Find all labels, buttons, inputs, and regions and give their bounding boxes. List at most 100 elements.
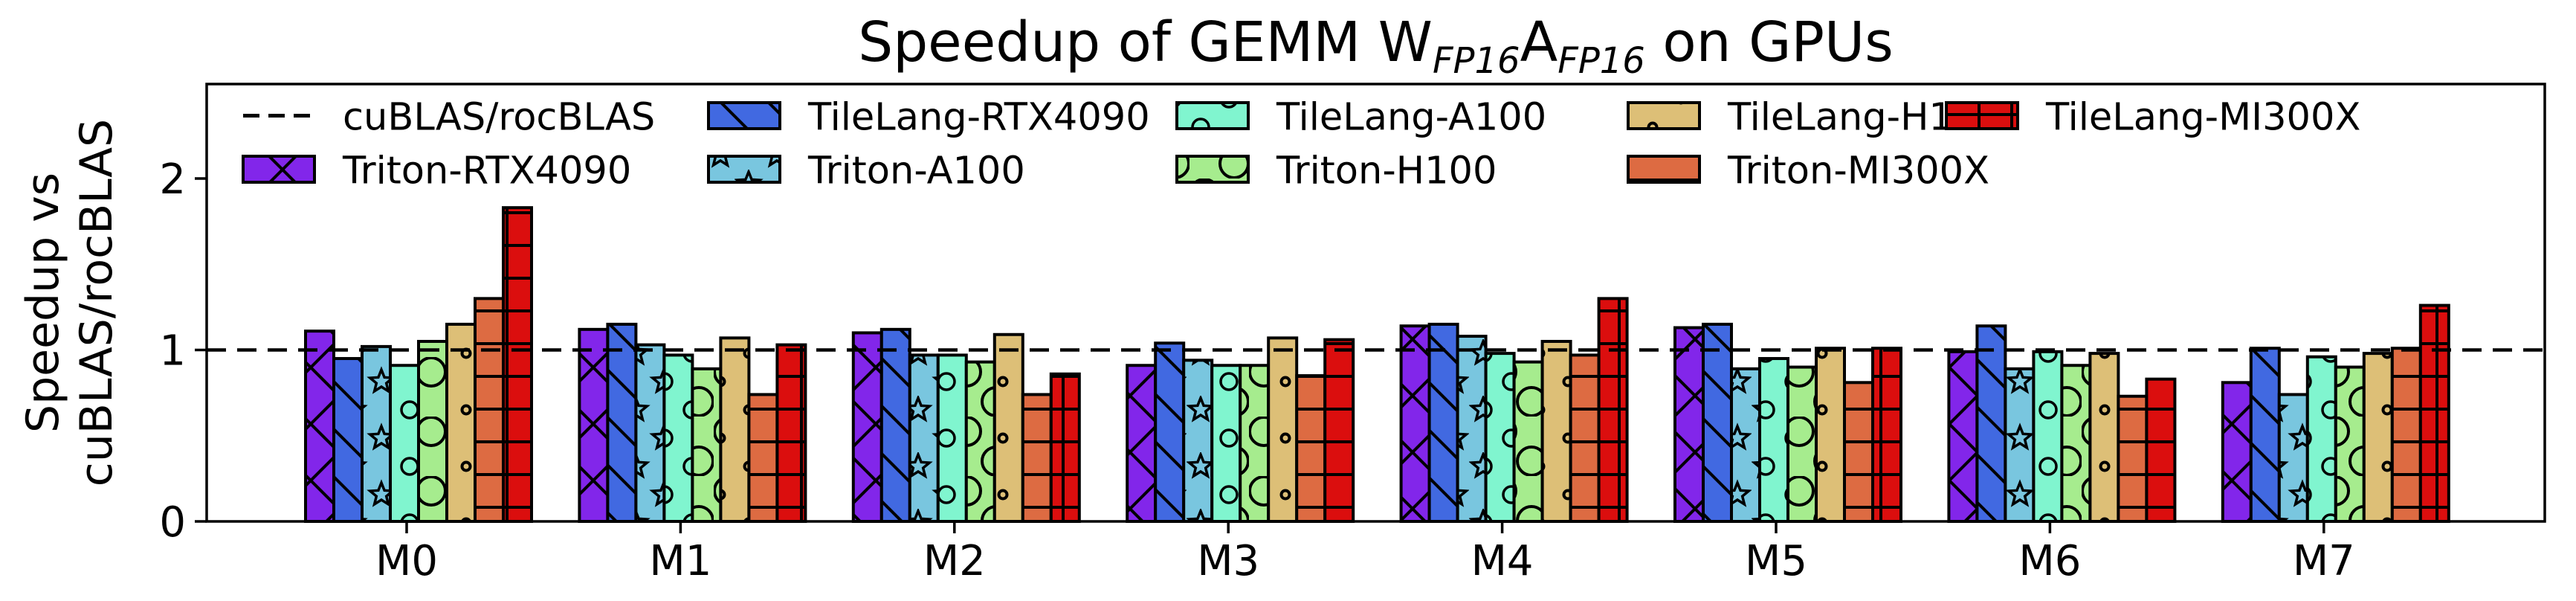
bar-hatch-M0-TileLang-RTX4090 bbox=[332, 357, 364, 523]
legend-item-Triton-RTX4090: Triton-RTX4090 bbox=[242, 150, 631, 193]
bar-hatch-M7-TileLang-H100 bbox=[2362, 352, 2394, 523]
legend-label-Triton-RTX4090: Triton-RTX4090 bbox=[342, 150, 631, 193]
bar-hatch-M5-Triton-RTX4090 bbox=[1673, 326, 1705, 523]
bar-hatch-M6-TileLang-RTX4090 bbox=[1975, 324, 2007, 523]
legend-swatch-hatch-TileLang-A100 bbox=[1175, 101, 1250, 130]
bar-hatch-M2-TileLang-MI300X bbox=[1049, 372, 1081, 523]
bar-hatch-M2-Triton-A100 bbox=[908, 353, 940, 524]
x-tick-label-M0: M0 bbox=[375, 537, 438, 585]
bar-hatch-M4-TileLang-A100 bbox=[1484, 352, 1516, 523]
bar-hatch-M4-Triton-A100 bbox=[1456, 335, 1488, 523]
bar-hatch-M5-Triton-A100 bbox=[1730, 367, 1761, 524]
x-tick-label-M1: M1 bbox=[649, 537, 711, 585]
legend-item-Triton-H100: Triton-H100 bbox=[1175, 150, 1497, 193]
legend-item-cuBLAS/rocBLAS: cuBLAS/rocBLAS bbox=[243, 96, 655, 140]
legend-item-TileLang-RTX4090: TileLang-RTX4090 bbox=[707, 96, 1150, 140]
bar-hatch-M0-TileLang-MI300X bbox=[502, 206, 533, 523]
legend-swatch-hatch-TileLang-RTX4090 bbox=[707, 101, 781, 130]
bar-hatch-M5-TileLang-RTX4090 bbox=[1702, 322, 1733, 523]
x-tick-label-M7: M7 bbox=[2293, 537, 2355, 585]
legend-swatch-hatch-TileLang-MI300X bbox=[1945, 101, 2019, 130]
bar-hatch-M0-Triton-A100 bbox=[361, 344, 392, 524]
y-tick-label-1: 1 bbox=[159, 327, 186, 376]
bar-hatch-M4-TileLang-H100 bbox=[1540, 339, 1572, 523]
bar-hatch-M3-TileLang-A100 bbox=[1210, 364, 1242, 523]
legend-item-Triton-MI300X: Triton-MI300X bbox=[1627, 150, 1989, 193]
legend: cuBLAS/rocBLAS Triton-RTX4090 TileLang-RTX… bbox=[242, 96, 2360, 193]
bar-hatch-M2-TileLang-A100 bbox=[936, 353, 968, 524]
bar-hatch-M6-Triton-MI300X bbox=[2117, 394, 2149, 523]
bar-hatch-M1-TileLang-MI300X bbox=[775, 343, 807, 523]
bar-hatch-M7-TileLang-A100 bbox=[2305, 355, 2337, 523]
bar-group-M0 bbox=[304, 206, 533, 524]
bar-hatch-M5-Triton-MI300X bbox=[1843, 381, 1874, 523]
x-tick-label-M3: M3 bbox=[1197, 537, 1259, 585]
bar-hatch-M3-TileLang-MI300X bbox=[1323, 338, 1355, 524]
legend-swatch-hatch-Triton-A100 bbox=[707, 155, 781, 184]
legend-label-TileLang-MI300X: TileLang-MI300X bbox=[2045, 96, 2360, 140]
bar-hatch-M0-Triton-RTX4090 bbox=[304, 330, 335, 523]
legend-swatch-hatch-TileLang-H100 bbox=[1627, 101, 1701, 130]
bar-hatch-M6-TileLang-A100 bbox=[2032, 350, 2064, 523]
bar-group-M5 bbox=[1673, 322, 1902, 524]
bar-hatch-M4-TileLang-MI300X bbox=[1597, 297, 1629, 523]
bar-hatch-M1-Triton-MI300X bbox=[747, 393, 779, 523]
bar-hatch-M7-Triton-RTX4090 bbox=[2221, 381, 2253, 523]
bar-group-M1 bbox=[578, 322, 807, 524]
bar-hatch-M1-TileLang-H100 bbox=[719, 336, 751, 523]
chart-title: Speedup of GEMM WFP16​AFP16​ on GPUs bbox=[858, 10, 1894, 82]
x-tick-label-M6: M6 bbox=[2018, 537, 2081, 585]
bar-hatch-M4-Triton-H100 bbox=[1512, 360, 1544, 524]
bar-hatch-M3-Triton-MI300X bbox=[1295, 374, 1327, 524]
bar-hatch-M7-TileLang-MI300X bbox=[2418, 303, 2450, 523]
x-tick-label-M4: M4 bbox=[1471, 537, 1534, 585]
bar-hatch-M3-Triton-H100 bbox=[1239, 364, 1271, 523]
bar-hatch-M1-TileLang-RTX4090 bbox=[606, 322, 638, 523]
bar-hatch-M3-TileLang-H100 bbox=[1267, 336, 1299, 523]
y-axis-label: Speedup vs cuBLAS/rocBLAS bbox=[17, 119, 123, 486]
bar-hatch-M7-TileLang-RTX4090 bbox=[2249, 347, 2281, 523]
bars-group bbox=[304, 206, 2450, 524]
legend-label-Triton-A100: Triton-A100 bbox=[807, 150, 1025, 193]
legend-swatch-hatch-Triton-MI300X bbox=[1627, 155, 1701, 184]
y-tick-label-0: 0 bbox=[159, 498, 186, 547]
bar-hatch-M1-Triton-RTX4090 bbox=[578, 327, 610, 523]
bar-hatch-M6-Triton-A100 bbox=[2004, 367, 2036, 524]
bar-hatch-M6-Triton-RTX4090 bbox=[1947, 350, 1979, 523]
bar-hatch-M2-Triton-H100 bbox=[964, 360, 996, 524]
legend-label-TileLang-A100: TileLang-A100 bbox=[1276, 96, 1546, 140]
bar-hatch-M1-TileLang-A100 bbox=[662, 353, 694, 524]
plot-border bbox=[205, 83, 2546, 523]
bar-group-M3 bbox=[1126, 336, 1355, 524]
y-tick-label-2: 2 bbox=[159, 155, 186, 204]
legend-label-cuBLAS/rocBLAS: cuBLAS/rocBLAS bbox=[343, 96, 655, 140]
legend-swatch-hatch-Triton-H100 bbox=[1175, 155, 1250, 184]
y-axis-label-line2: cuBLAS/rocBLAS bbox=[71, 119, 123, 486]
bar-hatch-M7-Triton-MI300X bbox=[2390, 347, 2422, 523]
bar-hatch-M5-TileLang-MI300X bbox=[1871, 347, 1902, 523]
bar-hatch-M5-Triton-H100 bbox=[1786, 365, 1818, 523]
bar-hatch-M6-Triton-H100 bbox=[2060, 364, 2092, 523]
bar-hatch-M3-Triton-A100 bbox=[1182, 359, 1214, 523]
bar-hatch-M4-Triton-MI300X bbox=[1569, 353, 1601, 524]
bar-hatch-M7-Triton-H100 bbox=[2334, 365, 2366, 523]
bar-hatch-M0-Triton-MI300X bbox=[474, 297, 505, 523]
bar-hatch-M3-TileLang-RTX4090 bbox=[1154, 341, 1186, 523]
legend-label-TileLang-RTX4090: TileLang-RTX4090 bbox=[807, 96, 1150, 140]
bar-group-M6 bbox=[1947, 324, 2177, 524]
bar-hatch-M3-Triton-RTX4090 bbox=[1126, 364, 1158, 523]
bar-hatch-M1-Triton-H100 bbox=[691, 367, 723, 524]
bar-hatch-M5-TileLang-H100 bbox=[1815, 347, 1846, 523]
legend-swatch-hatch-Triton-RTX4090 bbox=[242, 155, 316, 184]
bar-hatch-M7-Triton-A100 bbox=[2277, 393, 2309, 523]
bar-hatch-M0-Triton-H100 bbox=[417, 339, 448, 523]
legend-item-TileLang-MI300X: TileLang-MI300X bbox=[1945, 96, 2360, 140]
x-tick-label-M2: M2 bbox=[923, 537, 986, 585]
bar-hatch-M4-TileLang-RTX4090 bbox=[1427, 322, 1459, 523]
bar-hatch-M5-TileLang-A100 bbox=[1758, 357, 1789, 523]
y-axis-label-line1: Speedup vs bbox=[17, 173, 69, 433]
bar-hatch-M2-Triton-MI300X bbox=[1021, 393, 1053, 523]
bar-hatch-M1-Triton-A100 bbox=[634, 343, 666, 523]
